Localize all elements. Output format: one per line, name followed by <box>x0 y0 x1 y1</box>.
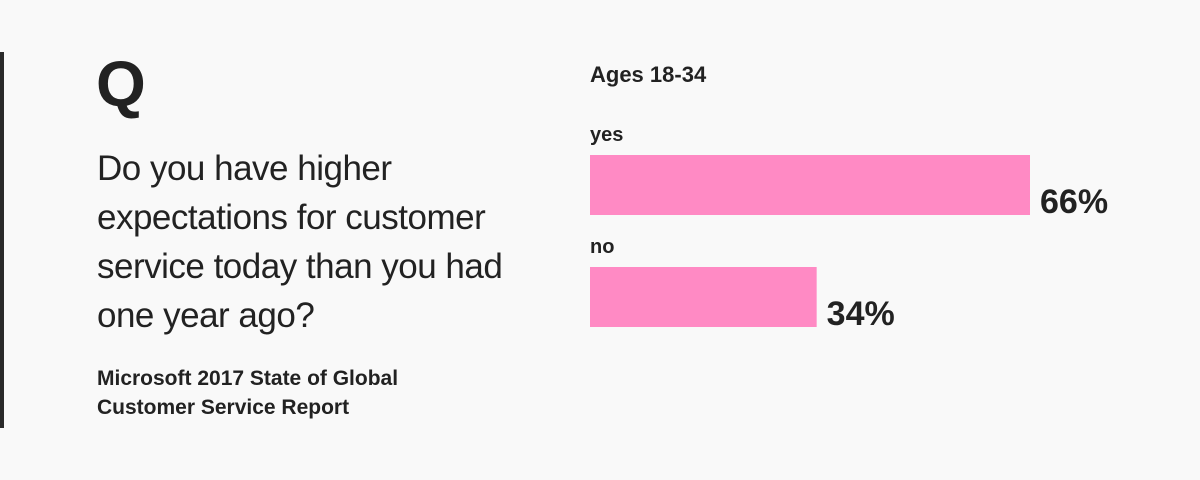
bar <box>590 267 817 327</box>
category-label: no <box>590 236 614 258</box>
question: Do you have higher expectations for cust… <box>97 149 503 335</box>
bar <box>590 155 1030 215</box>
category-label: yes <box>590 124 623 146</box>
accent-rule <box>0 52 4 428</box>
chart-title: Ages 18-34 <box>590 62 707 87</box>
source: Microsoft 2017 State of Global Customer … <box>97 367 399 419</box>
value-label: 66% <box>1040 183 1108 221</box>
value-label: 34% <box>827 295 895 333</box>
badge: Q <box>96 48 146 120</box>
